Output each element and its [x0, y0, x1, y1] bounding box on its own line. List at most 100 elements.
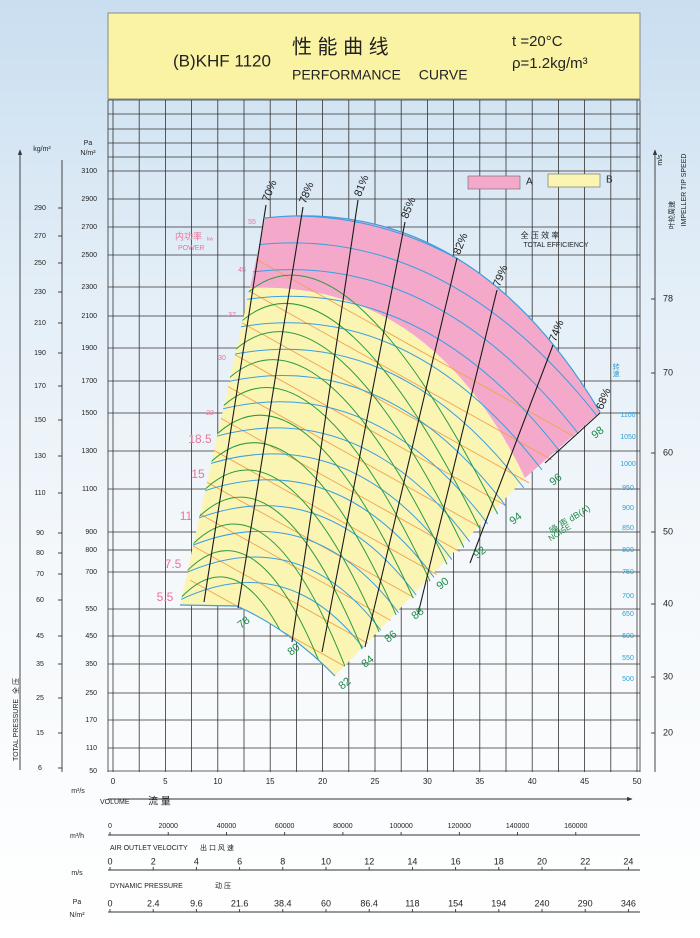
y-tick-label: 1300: [81, 448, 97, 455]
efficiency-label: 78%: [297, 180, 316, 205]
power-line: [189, 579, 600, 676]
region-b: [180, 287, 525, 676]
x-unit: m³/h: [70, 833, 84, 840]
x-unit: m³/s: [71, 788, 85, 795]
dp-tick-label: 194: [491, 898, 506, 908]
velocity-tick-label: 14: [407, 856, 417, 866]
speed-label: 650: [622, 611, 634, 618]
y-tick-label: 1900: [81, 345, 97, 352]
x-title: VOLUME: [100, 799, 130, 806]
efficiency-line: [321, 221, 406, 653]
velocity-tick-label: 16: [451, 856, 461, 866]
x-tick-label: 160000: [564, 823, 587, 830]
speed-label: 1050: [620, 434, 636, 441]
y-tick-label: 110: [86, 745, 97, 752]
efficiency-line: [544, 412, 601, 464]
x-tick-label: 20: [318, 777, 327, 786]
y-tick-label: 2100: [81, 313, 97, 320]
x-tick-label: 40000: [217, 823, 237, 830]
x-tick-label: 120000: [448, 823, 471, 830]
efficiency-label: 79%: [491, 263, 510, 288]
speed-label: 1000: [620, 461, 636, 468]
power-curve: [180, 550, 330, 676]
x-tick-label: 100000: [389, 823, 412, 830]
y-tick-label: 2500: [81, 252, 97, 259]
speed-label: 900: [622, 505, 634, 512]
x-tick-label: 50: [633, 777, 642, 786]
y-tick-label: 1100: [82, 486, 97, 493]
pressure-curve: [236, 295, 592, 495]
power-curve: [198, 442, 406, 637]
dp-tick-label: 0: [107, 898, 112, 908]
power-label: 7.5: [165, 557, 182, 571]
efficiency-label: 74%: [547, 318, 566, 343]
power-line: [180, 427, 600, 676]
power-curve: [229, 331, 483, 586]
dp-tick-label: 346: [621, 898, 636, 908]
x-tick-label: 45: [580, 777, 589, 786]
y-tick-label: 35: [36, 661, 44, 668]
y-tick-label: 3100: [81, 168, 97, 175]
efficiency-label: 70%: [260, 178, 279, 203]
velocity-tick-label: 4: [194, 856, 199, 866]
x-tick-label: 40: [528, 777, 537, 786]
legend-label: A: [526, 177, 533, 188]
pressure-curve: [242, 269, 600, 474]
y-tick-label: 250: [85, 690, 97, 697]
x-title: 流 量: [148, 795, 171, 808]
velocity-tick-label: 24: [623, 856, 633, 866]
efficiency-title: 全 压 效 率: [521, 230, 560, 240]
y-tick-label: 2300: [81, 284, 97, 291]
velocity-title: AIR OUTLET VELOCITY: [110, 845, 188, 852]
efficiency-label: 81%: [352, 173, 371, 198]
noise-label: 78: [235, 614, 252, 631]
y-tick-label: 130: [34, 453, 46, 460]
y-tick-label: 170: [85, 717, 97, 724]
y-tick-label: 90: [36, 530, 44, 537]
y-tick-label: 150: [34, 417, 46, 424]
dp-title: 动 压: [215, 881, 231, 890]
dp-tick-label: 290: [578, 898, 593, 908]
power-label: 5.5: [157, 590, 174, 604]
power-curve: [180, 523, 349, 675]
y2-tick-label: 78: [663, 293, 673, 303]
y-unit: Pa: [84, 140, 93, 147]
velocity-tick-label: 0: [107, 856, 112, 866]
speed-label: 850: [622, 525, 634, 532]
velocity-title: 出 口 风 速: [200, 843, 234, 852]
power-title: POWER: [178, 245, 204, 252]
power-curve: [182, 496, 368, 663]
velocity-tick-label: 2: [151, 856, 156, 866]
y-tick-label: 250: [34, 260, 46, 267]
dp-tick-label: 60: [321, 898, 331, 908]
dp-unit: N/m²: [69, 912, 85, 919]
dp-tick-label: 118: [405, 898, 419, 908]
noise-label: 96: [547, 471, 564, 488]
y-axis-title: 全 压: [11, 678, 20, 694]
y-tick-label: 550: [85, 606, 97, 613]
pressure-curve: [218, 375, 542, 559]
dp-tick-label: 9.6: [190, 898, 203, 908]
y-tick-label: 1500: [81, 410, 97, 417]
dp-tick-label: 38.4: [274, 898, 292, 908]
pressure-curve: [230, 322, 575, 516]
y2-title: IMPELLER TIP SPEED: [681, 154, 688, 227]
efficiency-line: [417, 289, 498, 615]
x-tick-label: 15: [266, 777, 275, 786]
y2-tick-label: 40: [663, 598, 673, 608]
pressure-curve: [224, 348, 559, 538]
y-tick-label: 60: [36, 597, 44, 604]
speed-title: 转速: [612, 362, 620, 378]
y-tick-label: 190: [34, 350, 46, 357]
curve-area: [180, 215, 600, 676]
speed-label: 600: [622, 633, 634, 640]
efficiency-line: [203, 204, 267, 603]
dp-tick-label: 2.4: [147, 898, 160, 908]
y-axis-title: TOTAL PRESSURE: [13, 699, 20, 761]
x-tick-label: 25: [371, 777, 380, 786]
power-curve: [190, 469, 387, 650]
y-tick-label: 2700: [81, 224, 97, 231]
y-tick-label: 230: [34, 289, 46, 296]
efficiency-line: [291, 199, 359, 643]
